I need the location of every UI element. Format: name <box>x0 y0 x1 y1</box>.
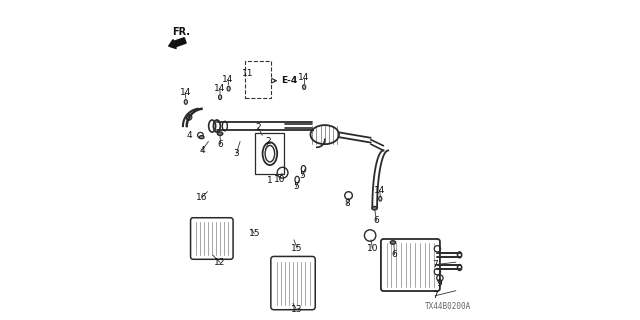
Text: 6: 6 <box>218 140 223 148</box>
Ellipse shape <box>379 196 382 201</box>
Ellipse shape <box>372 206 377 210</box>
FancyBboxPatch shape <box>381 239 440 291</box>
Text: 2: 2 <box>255 123 261 132</box>
Text: 4: 4 <box>186 131 192 140</box>
Text: 7: 7 <box>432 291 438 300</box>
Text: 6: 6 <box>374 216 380 225</box>
Text: 5: 5 <box>293 182 299 191</box>
Text: 5: 5 <box>300 172 305 180</box>
Text: 16: 16 <box>196 193 208 202</box>
Text: 15: 15 <box>291 244 303 253</box>
FancyArrow shape <box>169 38 186 49</box>
Ellipse shape <box>227 86 230 91</box>
Text: 14: 14 <box>374 186 385 195</box>
Text: 13: 13 <box>291 305 302 314</box>
Text: 10: 10 <box>367 244 378 253</box>
Text: 14: 14 <box>214 84 225 93</box>
Text: 1: 1 <box>268 176 273 185</box>
Ellipse shape <box>390 241 396 244</box>
Ellipse shape <box>199 136 204 139</box>
Text: 14: 14 <box>298 73 310 82</box>
Text: TX44B0200A: TX44B0200A <box>424 302 470 311</box>
Text: 3: 3 <box>234 148 239 157</box>
Ellipse shape <box>184 100 188 104</box>
Text: 6: 6 <box>392 250 397 259</box>
Ellipse shape <box>303 85 306 89</box>
Text: 10: 10 <box>274 174 285 184</box>
Text: 8: 8 <box>345 199 351 208</box>
Text: 12: 12 <box>214 258 225 267</box>
Text: 15: 15 <box>248 229 260 238</box>
Ellipse shape <box>218 95 221 100</box>
Text: 11: 11 <box>242 69 253 78</box>
Text: 14: 14 <box>222 75 234 84</box>
FancyBboxPatch shape <box>271 256 316 310</box>
Text: 14: 14 <box>179 88 191 97</box>
Ellipse shape <box>218 132 223 135</box>
Text: 9: 9 <box>436 279 442 288</box>
Text: FR.: FR. <box>172 27 190 37</box>
Text: 4: 4 <box>199 146 205 155</box>
Text: E-4: E-4 <box>282 76 298 85</box>
FancyBboxPatch shape <box>191 218 233 259</box>
Bar <box>255 133 284 174</box>
Text: 2: 2 <box>266 137 271 146</box>
Text: 7: 7 <box>432 260 438 269</box>
